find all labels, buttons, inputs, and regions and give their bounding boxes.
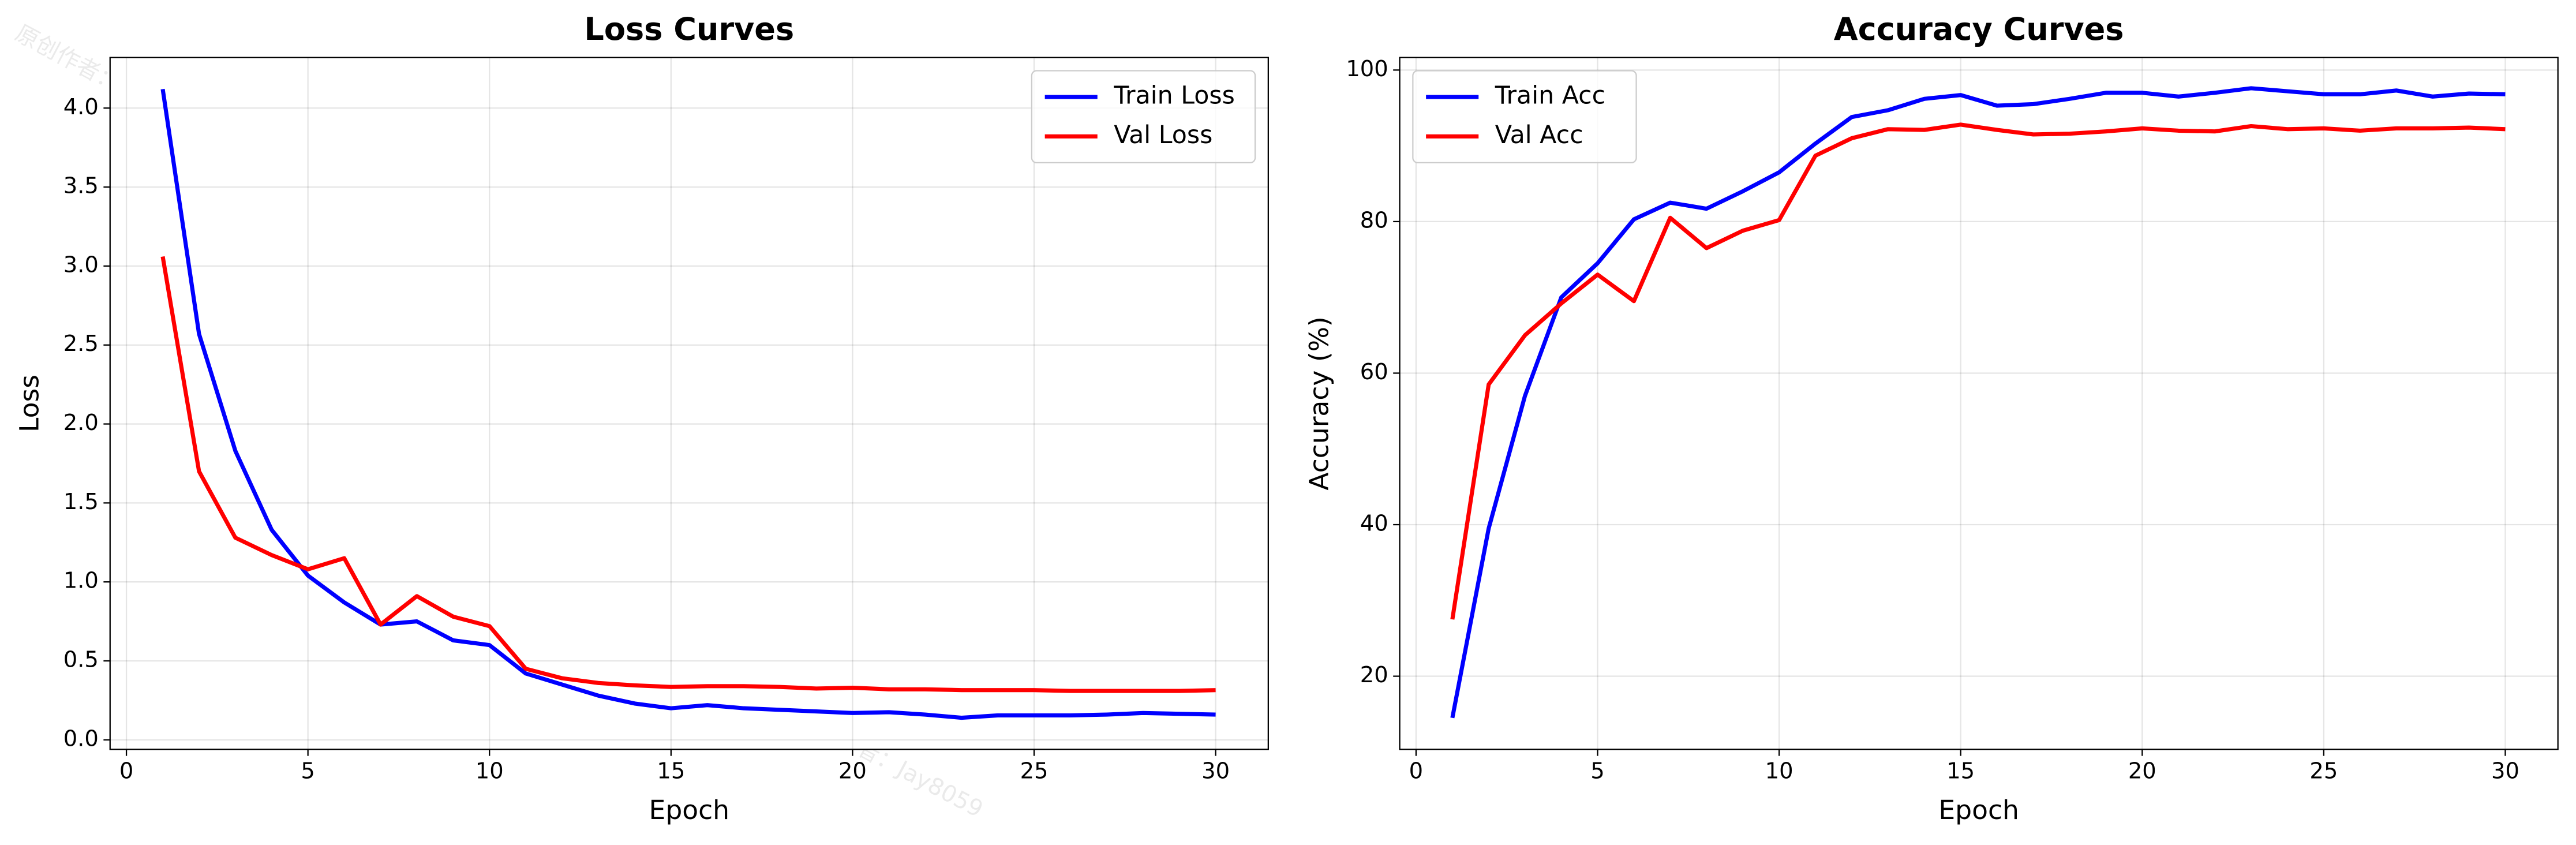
x-tick-label: 5 xyxy=(301,758,314,784)
chart: 0 5 10 15 20 25 30 20 40 60 80 100 Accuracy Curves Ep… xyxy=(1304,11,2559,825)
plot-area xyxy=(110,57,1268,750)
legend-box xyxy=(1031,70,1256,164)
x-tick-label: 20 xyxy=(838,758,867,784)
x-tick-label: 15 xyxy=(657,758,685,784)
x-tick-label: 0 xyxy=(1409,758,1423,784)
x-axis-label: Epoch xyxy=(1938,795,2019,825)
y-tick-label: 80 xyxy=(1360,207,1388,233)
y-tick-label: 4.0 xyxy=(63,94,99,120)
y-tick-label: 0.5 xyxy=(63,647,99,673)
plot-content xyxy=(160,88,1216,720)
legend-box xyxy=(1412,70,1637,164)
x-axis-label: Epoch xyxy=(649,795,729,825)
x-tick-label: 25 xyxy=(1020,758,1049,784)
y-tick-label: 3.0 xyxy=(63,252,99,278)
x-tick-label: 25 xyxy=(2309,758,2338,784)
chart: 0 5 10 15 20 25 30 0.0 0.5 1.0 1.5 2.0 2.5 3.0 3.5 4.0 L… xyxy=(14,11,1269,825)
x-tick-label: 5 xyxy=(1590,758,1604,784)
y-tick-label: 1.5 xyxy=(63,489,99,515)
line-series xyxy=(160,256,1216,693)
y-tick-label: 2.5 xyxy=(63,331,99,357)
y-axis-label: Loss xyxy=(14,375,45,432)
x-tick-label: 30 xyxy=(2491,758,2519,784)
legend-label: Train Acc xyxy=(1495,81,1605,110)
y-tick-label: 40 xyxy=(1360,511,1388,537)
plot-area xyxy=(1399,57,2558,750)
y-tick-label: 20 xyxy=(1360,662,1388,688)
x-tick-label: 0 xyxy=(119,758,133,784)
y-axis-label: Accuracy (%) xyxy=(1304,316,1334,490)
legend-label: Val Loss xyxy=(1114,121,1212,149)
y-tick-label: 1.0 xyxy=(63,568,99,594)
x-tick-label: 10 xyxy=(475,758,504,784)
chart-title: Loss Curves xyxy=(584,11,794,47)
legend-label: Train Loss xyxy=(1113,81,1235,110)
y-tick-label: 60 xyxy=(1360,359,1388,385)
plot-content xyxy=(1450,86,2506,719)
y-tick-label: 2.0 xyxy=(63,410,99,436)
plot-frame xyxy=(1399,57,2559,750)
chart-title: Accuracy Curves xyxy=(1834,11,2124,47)
line-series xyxy=(1450,86,2506,719)
y-tick-label: 3.5 xyxy=(63,173,99,199)
plot-frame xyxy=(109,57,1269,750)
legend-label: Val Acc xyxy=(1495,121,1583,149)
x-tick-label: 30 xyxy=(1201,758,1230,784)
x-tick-label: 20 xyxy=(2128,758,2156,784)
line-series xyxy=(1450,122,2506,620)
x-tick-label: 15 xyxy=(1946,758,1975,784)
y-tick-label: 0.0 xyxy=(63,726,99,751)
line-series xyxy=(160,88,1216,720)
x-tick-label: 10 xyxy=(1765,758,1794,784)
y-tick-label: 100 xyxy=(1346,56,1388,82)
